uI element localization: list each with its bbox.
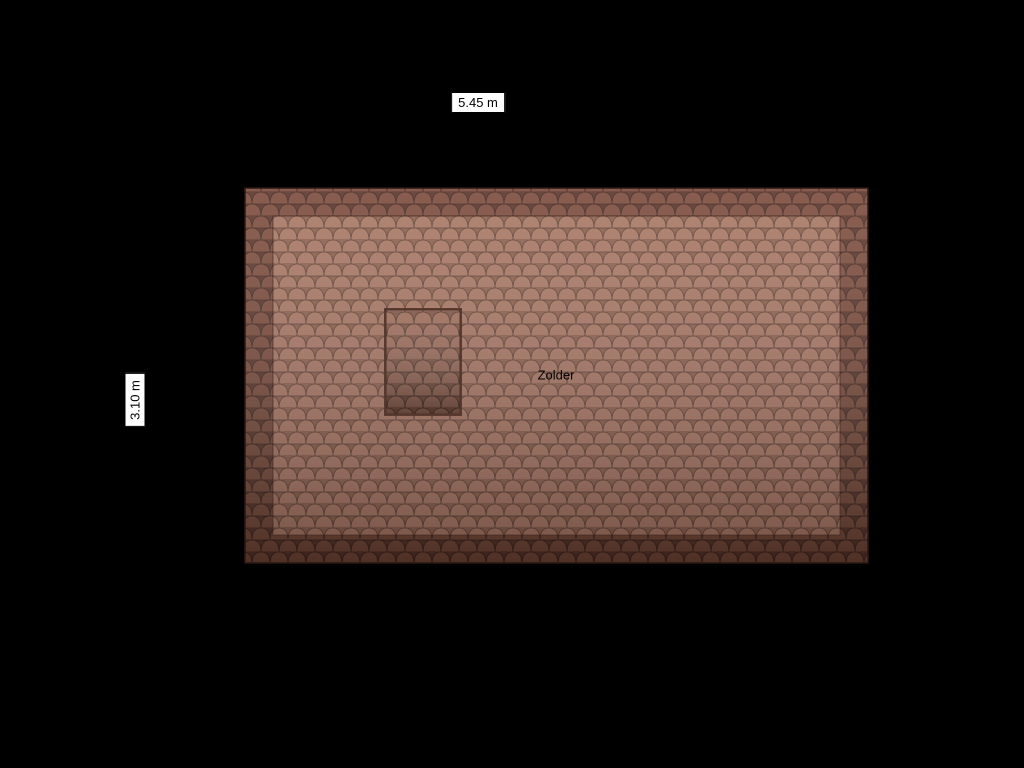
dimension-height-label: 3.10 m <box>125 373 146 427</box>
floorplan-stage: 5.45 m 3.10 m Zolder <box>0 0 1024 768</box>
floorplan-svg <box>0 0 1024 768</box>
room-label-zolder: Zolder <box>538 368 575 383</box>
dimension-width-label: 5.45 m <box>451 92 505 113</box>
